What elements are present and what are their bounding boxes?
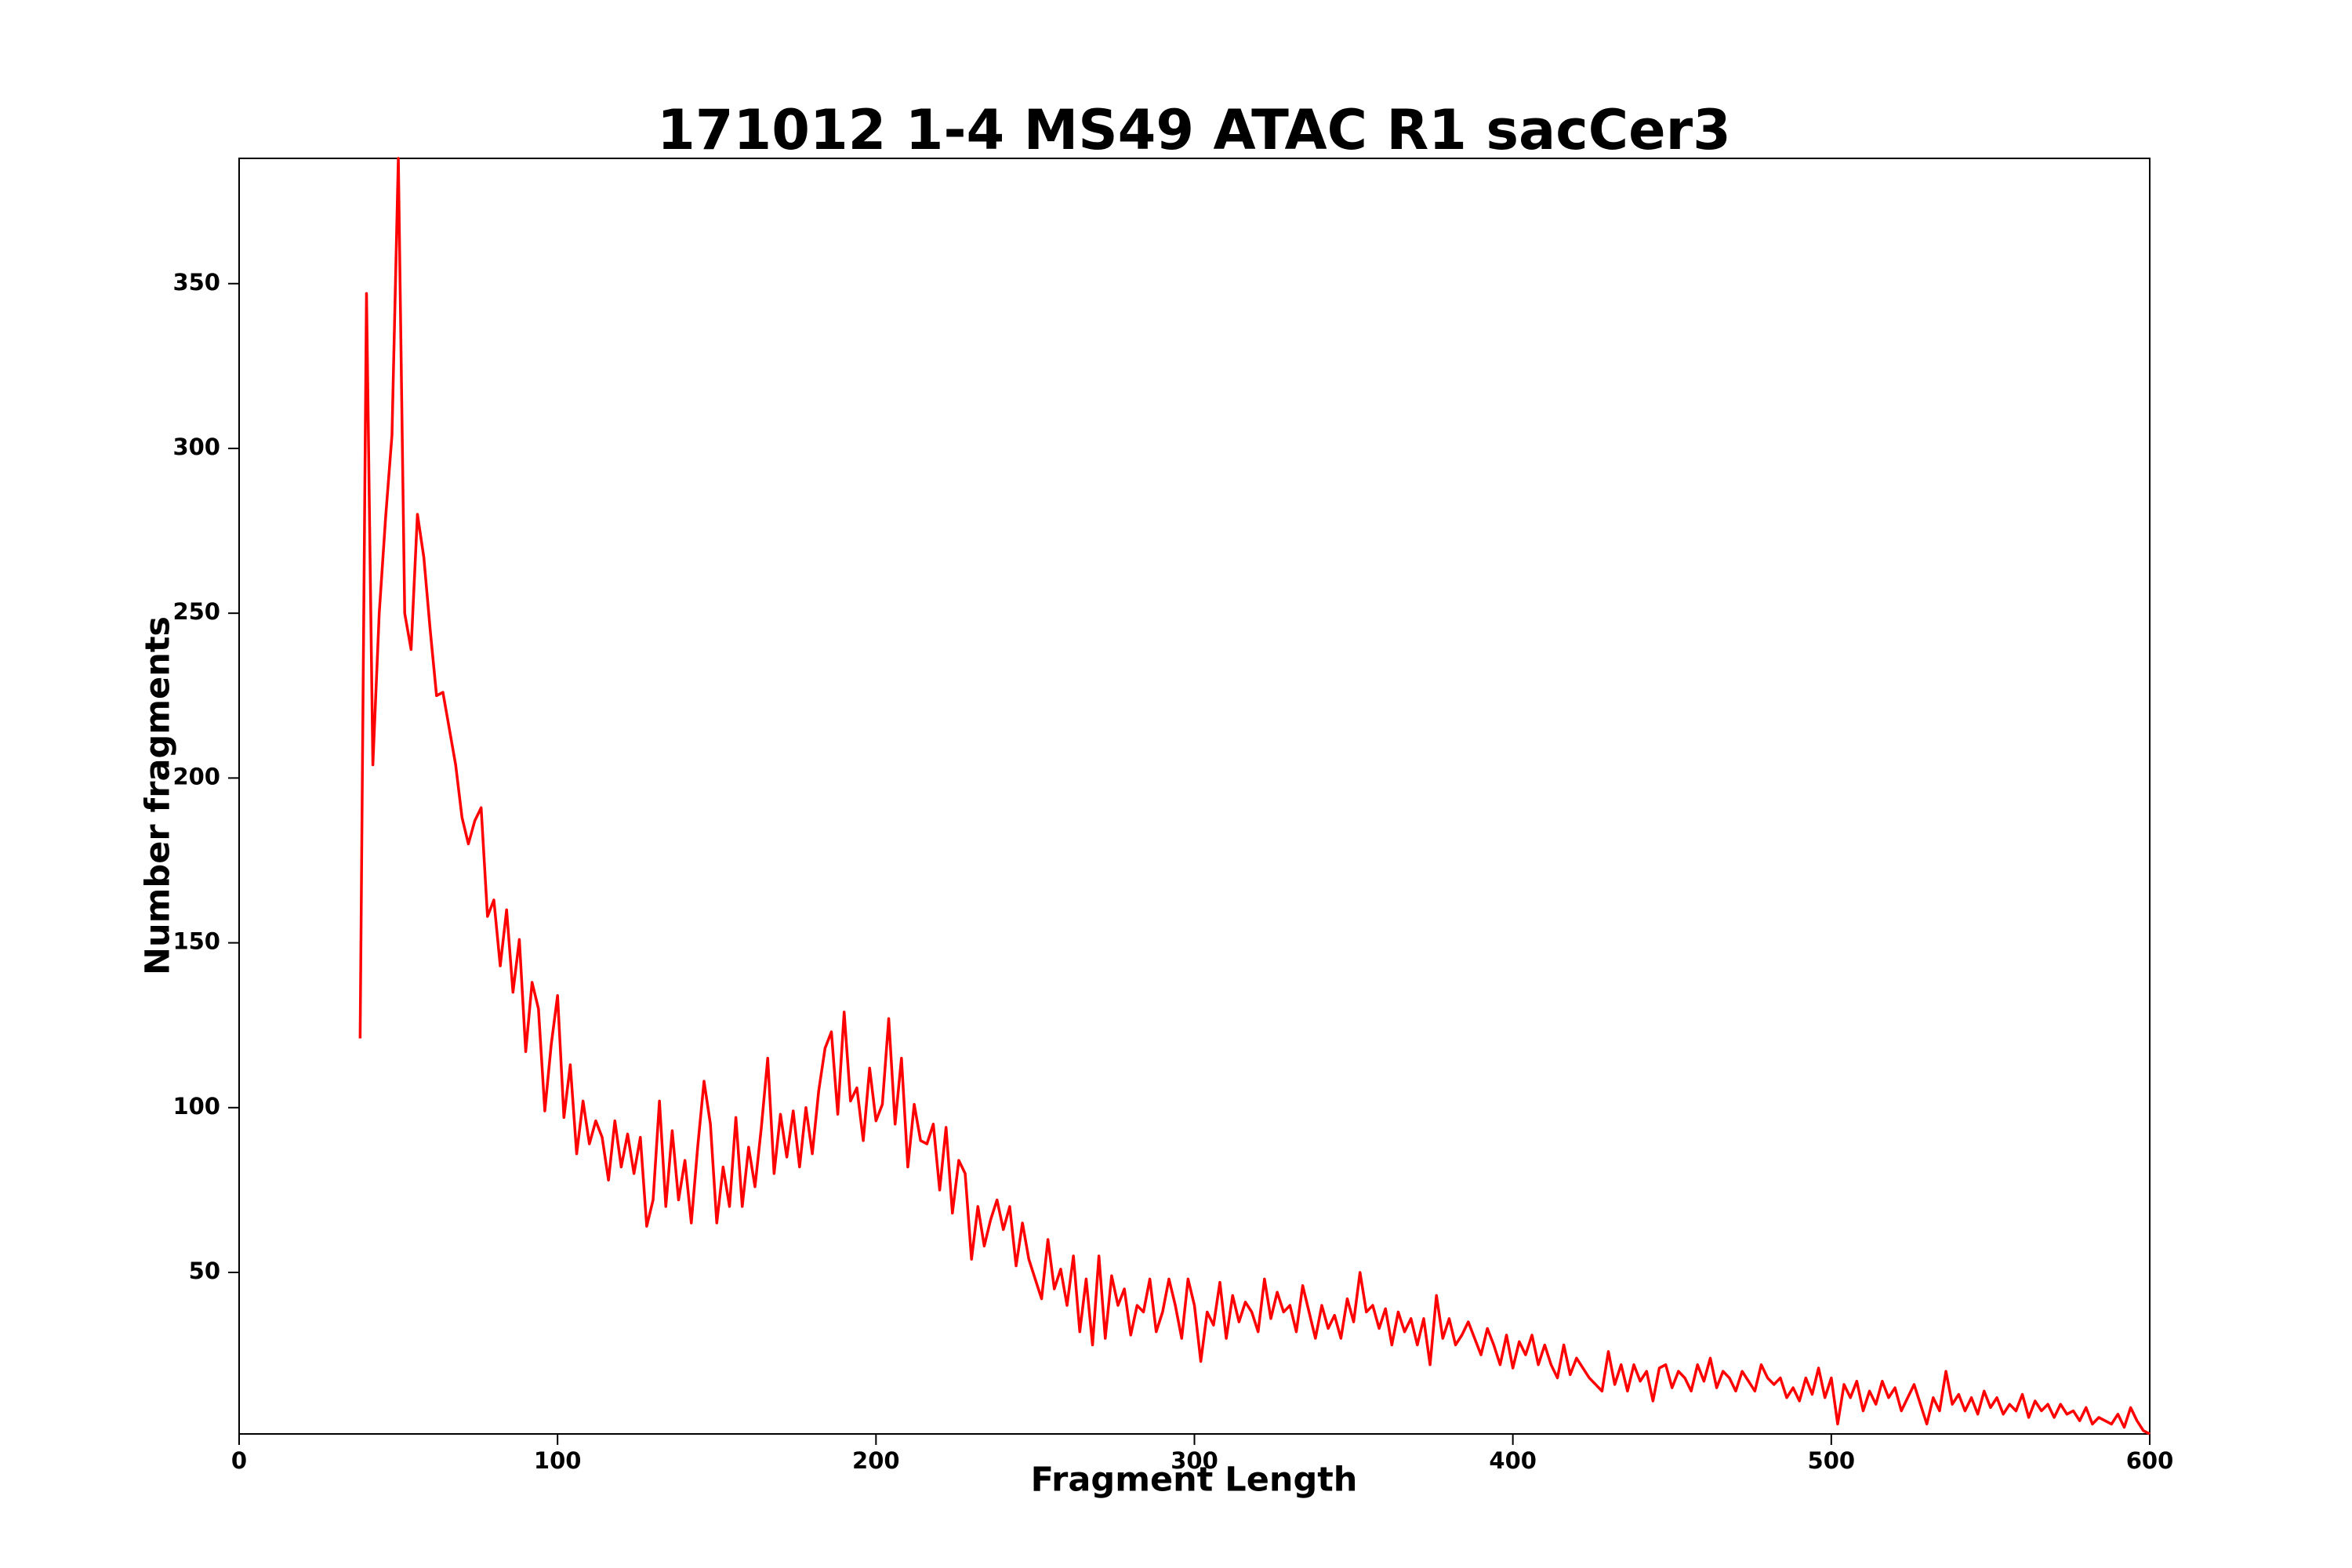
y-tick-label: 150 bbox=[172, 928, 220, 955]
x-tick-label: 200 bbox=[852, 1447, 900, 1474]
x-tick-label: 100 bbox=[534, 1447, 582, 1474]
x-axis-label: Fragment Length bbox=[1031, 1461, 1358, 1500]
x-tick-label: 400 bbox=[1489, 1447, 1537, 1474]
x-tick-label: 0 bbox=[231, 1447, 247, 1474]
y-tick-label: 200 bbox=[172, 763, 220, 789]
y-axis-label: Number fragments bbox=[139, 616, 178, 975]
chart-title: 171012 1-4 MS49 ATAC R1 sacCer3 bbox=[657, 98, 1731, 162]
y-tick-label: 350 bbox=[172, 269, 220, 296]
data-line bbox=[358, 157, 2151, 1436]
x-tick-label: 600 bbox=[2126, 1447, 2174, 1474]
x-tick-label: 300 bbox=[1171, 1447, 1218, 1474]
y-tick-label: 100 bbox=[172, 1093, 220, 1120]
y-tick-label: 300 bbox=[172, 434, 220, 460]
plot-frame bbox=[238, 158, 2151, 1435]
x-tick-label: 500 bbox=[1808, 1447, 1856, 1474]
y-tick-label: 50 bbox=[189, 1258, 220, 1284]
y-tick-label: 250 bbox=[172, 598, 220, 625]
